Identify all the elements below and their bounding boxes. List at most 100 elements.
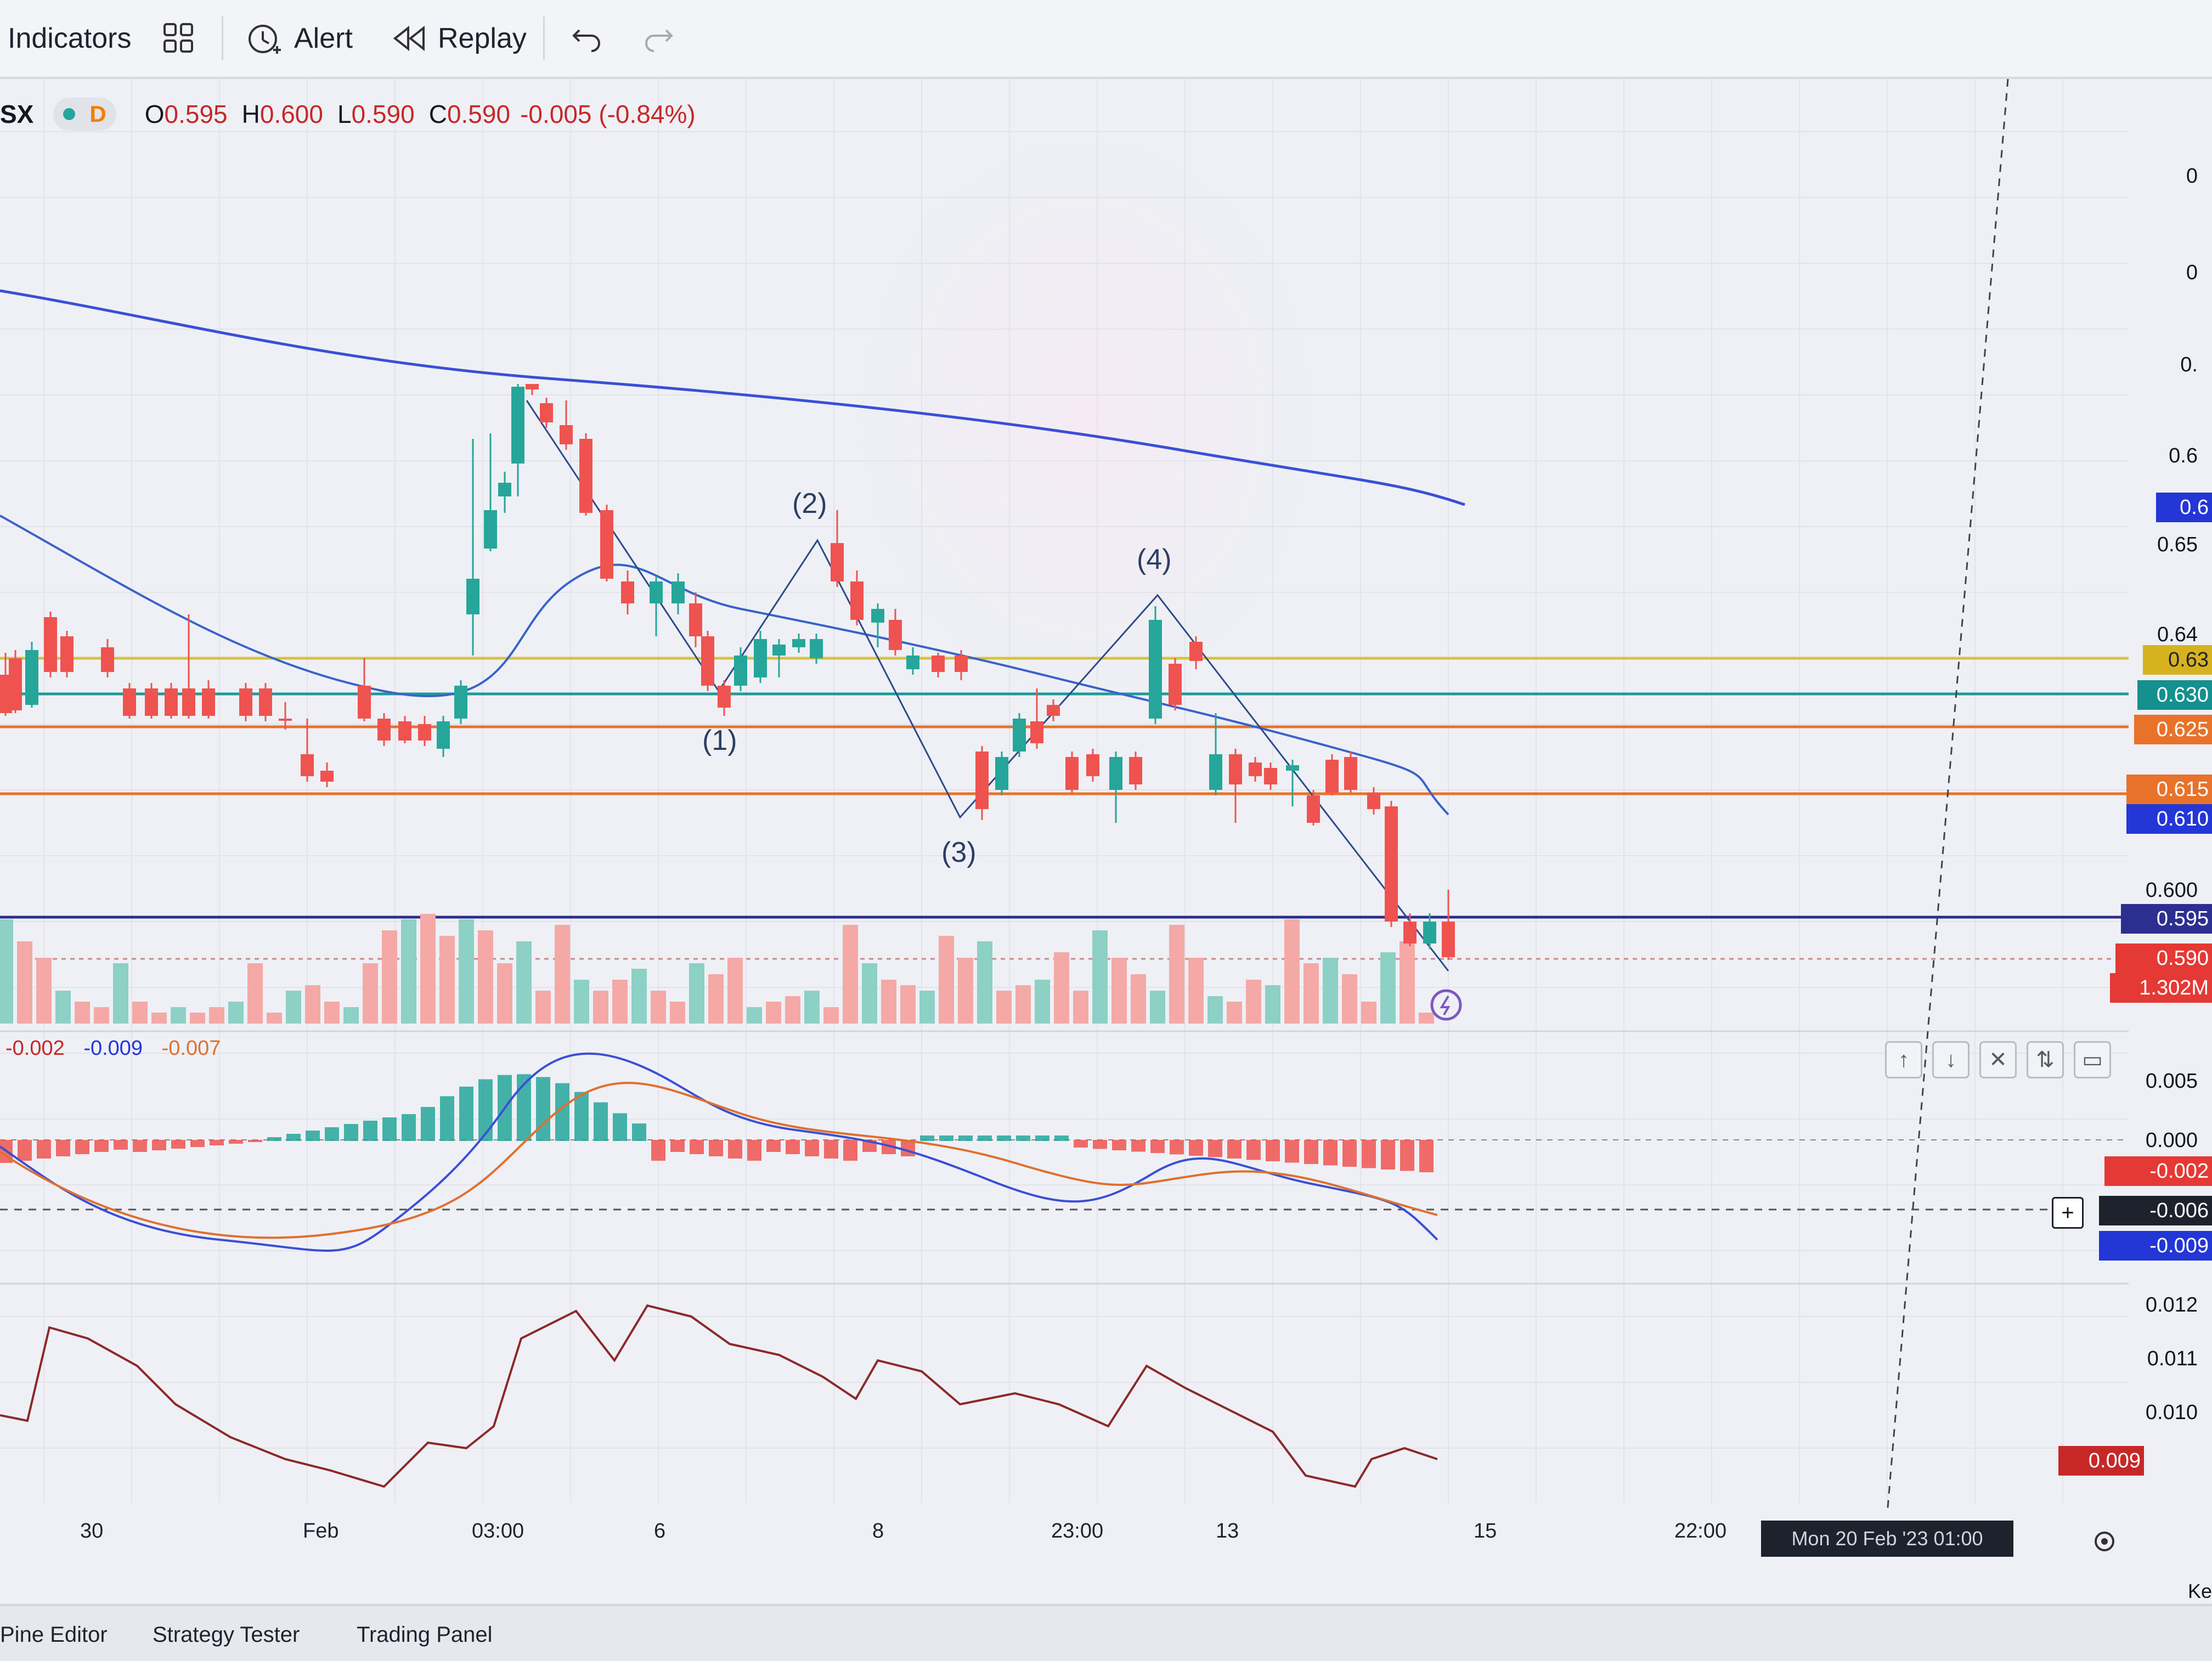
- candle-body: [398, 721, 411, 741]
- time-axis-label: 22:00: [1674, 1519, 1727, 1543]
- macd-histogram-bar: [939, 1135, 953, 1141]
- add-alert-plus-icon[interactable]: +: [2052, 1197, 2084, 1229]
- volume-bar: [574, 980, 589, 1024]
- candle-body: [1344, 757, 1357, 790]
- volume-bar: [113, 963, 128, 1024]
- grid-icon: [163, 23, 193, 53]
- candle-body: [1249, 762, 1262, 776]
- replay-label: Replay: [438, 22, 527, 54]
- macd-histogram-bar: [978, 1135, 992, 1141]
- candle-body: [1030, 721, 1043, 743]
- interval-label: D: [89, 101, 106, 127]
- volume-bar: [996, 991, 1012, 1024]
- candle-body: [579, 439, 592, 513]
- macd-histogram-bar: [1131, 1140, 1146, 1152]
- macd-histogram-bar: [1323, 1140, 1338, 1166]
- candle-body: [772, 645, 786, 656]
- candle-body: [1325, 760, 1339, 793]
- indicators-button[interactable]: Indicators: [8, 16, 131, 60]
- settings-gear-icon[interactable]: [2095, 1532, 2114, 1551]
- macd-histogram-bar: [363, 1121, 377, 1141]
- time-axis-label: 8: [872, 1519, 884, 1543]
- lightning-icon[interactable]: [1430, 989, 1462, 1021]
- redo-button[interactable]: [642, 16, 675, 60]
- collapse-pane-icon[interactable]: ⇅: [2027, 1041, 2064, 1078]
- volume-bar: [766, 1002, 781, 1024]
- volume-bar: [670, 1002, 685, 1024]
- alert-button[interactable]: Alert: [245, 16, 353, 60]
- price-scale-label: 0.600: [2145, 879, 2198, 902]
- symbol-name[interactable]: SX: [0, 100, 34, 128]
- interval-pill[interactable]: D: [53, 98, 116, 131]
- maximize-pane-icon[interactable]: ▭: [2074, 1041, 2111, 1078]
- volume-bar: [209, 1007, 224, 1024]
- pane-controls: ↑ ↓ ✕ ⇅ ▭: [1885, 1041, 2111, 1078]
- price-tag-crosshair: -0.006: [2099, 1196, 2212, 1225]
- volume-bar: [36, 958, 52, 1024]
- volume-bar: [132, 1002, 148, 1024]
- oscillator-scale-label: 0.011: [2147, 1347, 2198, 1370]
- volume-bar: [1227, 1002, 1242, 1024]
- volume-bar: [919, 991, 935, 1024]
- volume-bar: [1400, 941, 1415, 1024]
- candle-body: [540, 403, 553, 422]
- macd-histogram-bar: [1054, 1135, 1069, 1141]
- candle-body: [1065, 757, 1079, 790]
- volume-bar: [420, 914, 436, 1024]
- time-axis-label: 23:00: [1051, 1519, 1104, 1543]
- volume-bar: [1342, 974, 1357, 1024]
- price-chart[interactable]: [0, 79, 2212, 1604]
- toolbar-divider: [543, 16, 545, 60]
- replay-button[interactable]: Replay: [392, 16, 527, 60]
- open-key: O: [144, 100, 165, 128]
- volume-bar: [593, 991, 608, 1024]
- macd-histogram-bar: [709, 1140, 723, 1156]
- candle-body: [1189, 642, 1203, 661]
- moving-average-long: [0, 289, 1465, 506]
- price-scale-label: 0: [2186, 261, 2198, 284]
- macd-histogram-bar: [670, 1140, 685, 1152]
- candle-body: [701, 636, 714, 686]
- lightning-bolt-glyph: [1440, 995, 1451, 1015]
- undo-button[interactable]: [571, 16, 603, 60]
- macd-line: [0, 1052, 1438, 1252]
- macd-histogram-bar: [306, 1131, 320, 1141]
- price-scale-label: 0.64: [2157, 623, 2198, 646]
- candle-body: [831, 543, 844, 581]
- volume-bar: [228, 1002, 244, 1024]
- volume-bar: [1304, 963, 1319, 1024]
- macd-histogram-bar: [1227, 1140, 1242, 1159]
- close-value: 0.590: [447, 100, 511, 128]
- time-axis-label: 13: [1216, 1519, 1239, 1543]
- move-pane-down-icon[interactable]: ↓: [1932, 1041, 1970, 1078]
- volume-bar: [1419, 1013, 1434, 1024]
- volume-bar: [382, 930, 397, 1024]
- macd-histogram-bar: [594, 1102, 608, 1141]
- macd-histogram-bar: [37, 1140, 51, 1159]
- macd-histogram-bar: [478, 1079, 493, 1141]
- tab-pine-editor[interactable]: Pine Editor: [0, 1623, 108, 1647]
- candle-body: [418, 724, 431, 741]
- tab-trading-panel[interactable]: Trading Panel: [357, 1623, 493, 1647]
- volume-bar: [363, 963, 378, 1024]
- tab-strategy-tester[interactable]: Strategy Tester: [153, 1623, 300, 1647]
- macd-histogram-bar: [1342, 1140, 1357, 1167]
- candle-body: [792, 639, 805, 647]
- volume-bar: [1131, 974, 1146, 1024]
- alert-label: Alert: [294, 22, 353, 54]
- close-pane-icon[interactable]: ✕: [1979, 1041, 2017, 1078]
- market-status-dot: [63, 108, 76, 120]
- volume-bar: [977, 941, 992, 1024]
- candle-body: [1047, 705, 1060, 716]
- price-scale-label: 0.6: [2169, 444, 2198, 467]
- candle-body: [1307, 795, 1320, 823]
- price-tag-navy: 0.595: [2121, 904, 2212, 934]
- price-tag-macd-histogram: -0.002: [2104, 1156, 2212, 1186]
- volume-bar: [267, 1013, 282, 1024]
- candlesticks: [0, 384, 1455, 960]
- candle-body: [650, 581, 663, 603]
- macd-histogram-bar: [56, 1140, 70, 1156]
- layout-grid-button[interactable]: [162, 16, 195, 60]
- move-pane-up-icon[interactable]: ↑: [1885, 1041, 1922, 1078]
- volume-bar: [1323, 958, 1338, 1024]
